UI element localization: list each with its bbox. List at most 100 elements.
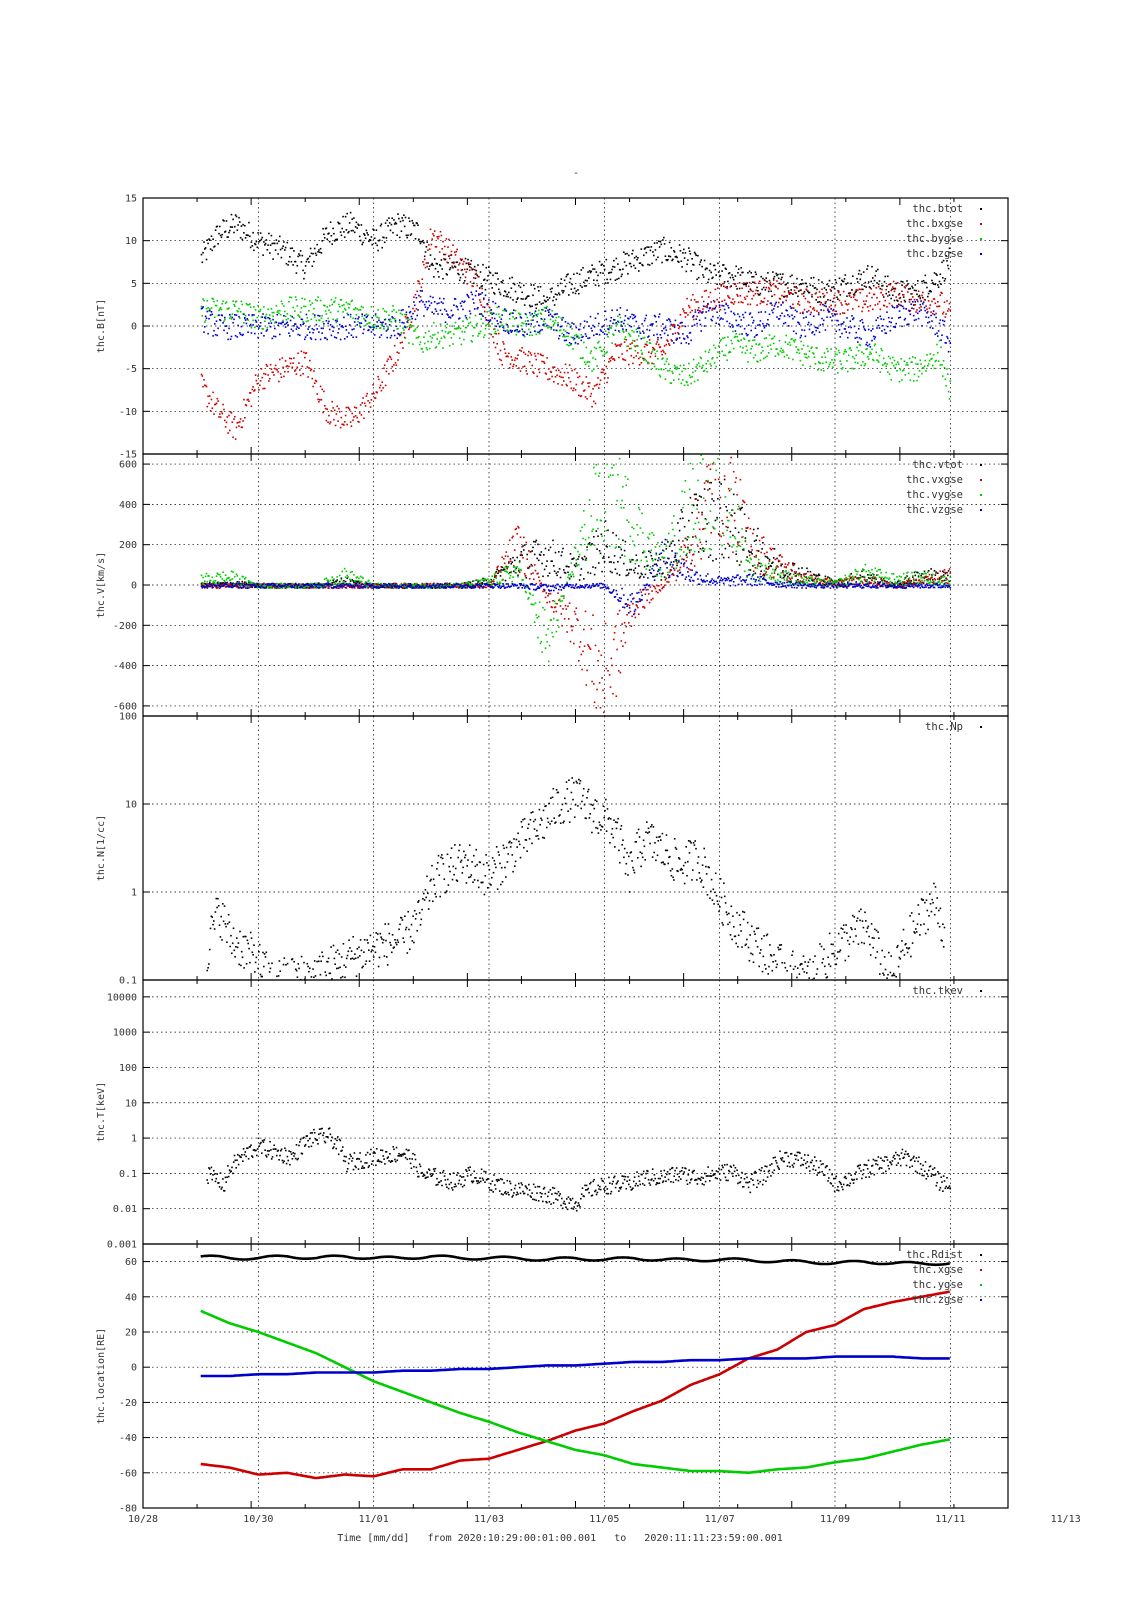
data-point <box>377 325 379 327</box>
data-point <box>683 364 685 367</box>
data-point <box>558 335 561 337</box>
data-point <box>292 264 294 266</box>
data-point <box>714 306 717 309</box>
data-point <box>745 285 747 287</box>
data-point <box>220 236 223 239</box>
data-point <box>435 246 438 248</box>
data-point <box>469 281 472 283</box>
data-point <box>379 321 382 323</box>
data-point <box>946 368 948 370</box>
data-point <box>693 493 696 496</box>
data-point <box>697 499 699 502</box>
data-point <box>918 307 921 309</box>
data-point <box>430 302 433 304</box>
data-point <box>207 242 209 245</box>
data-point <box>662 239 664 241</box>
data-point <box>271 311 274 314</box>
data-point <box>550 371 553 373</box>
data-point <box>883 328 886 331</box>
data-point <box>739 509 742 511</box>
data-point <box>631 329 633 332</box>
data-point <box>669 569 672 571</box>
data-point <box>835 347 837 350</box>
data-point <box>374 313 377 315</box>
data-point <box>237 310 239 313</box>
data-point <box>522 330 524 333</box>
data-point <box>648 550 650 552</box>
data-point <box>388 373 390 375</box>
data-point <box>707 281 709 284</box>
data-point <box>363 402 366 405</box>
data-point <box>345 406 348 409</box>
data-point <box>568 332 570 335</box>
data-point <box>750 348 752 350</box>
data-point <box>697 379 699 381</box>
data-point <box>343 307 346 310</box>
data-point <box>269 318 271 320</box>
data-point <box>423 336 425 338</box>
data-point <box>208 238 210 240</box>
data-point <box>364 405 367 407</box>
data-point <box>834 313 837 316</box>
data-point <box>314 379 317 382</box>
data-point <box>922 301 925 304</box>
data-point <box>238 315 240 318</box>
data-point <box>243 322 245 324</box>
data-point <box>237 421 239 424</box>
data-point <box>591 543 593 545</box>
data-point <box>627 323 629 326</box>
data-point <box>653 242 656 244</box>
data-point <box>672 540 674 542</box>
data-point <box>259 310 261 312</box>
data-point <box>533 553 536 556</box>
data-point <box>859 344 862 347</box>
data-point <box>642 264 644 267</box>
data-point <box>563 380 565 382</box>
data-point <box>219 319 222 322</box>
data-point <box>908 310 911 312</box>
data-point <box>638 357 640 360</box>
data-point <box>508 291 510 294</box>
data-point <box>265 239 268 241</box>
data-point <box>413 301 415 303</box>
data-point <box>449 330 452 333</box>
data-point <box>883 363 886 365</box>
data-point <box>364 324 367 327</box>
data-point <box>790 289 792 291</box>
data-point <box>349 580 352 582</box>
data-point <box>439 264 442 267</box>
data-point <box>761 288 763 291</box>
data-point <box>316 299 318 302</box>
data-point <box>432 233 434 235</box>
data-point <box>660 337 663 339</box>
data-point <box>719 340 722 342</box>
data-point <box>444 321 447 323</box>
data-point <box>547 378 549 381</box>
data-point <box>412 307 414 310</box>
data-point <box>621 554 623 556</box>
data-point <box>685 342 688 344</box>
data-point <box>643 319 646 322</box>
data-point <box>605 365 608 368</box>
data-point <box>407 584 409 587</box>
data-point <box>907 364 909 366</box>
data-point <box>436 263 438 265</box>
data-point <box>245 302 248 305</box>
data-point <box>252 386 254 388</box>
data-point <box>414 293 417 296</box>
data-point <box>235 300 238 303</box>
data-point <box>234 438 237 440</box>
data-point <box>367 314 369 316</box>
data-point <box>265 363 268 366</box>
data-point <box>555 316 558 319</box>
data-point <box>581 357 583 359</box>
data-point <box>677 260 679 263</box>
data-point <box>331 325 333 328</box>
data-point <box>880 291 882 294</box>
data-point <box>926 354 928 356</box>
data-point <box>703 325 706 327</box>
data-point <box>495 325 498 328</box>
data-point <box>241 303 244 306</box>
data-point <box>285 319 288 321</box>
data-point <box>230 335 233 338</box>
